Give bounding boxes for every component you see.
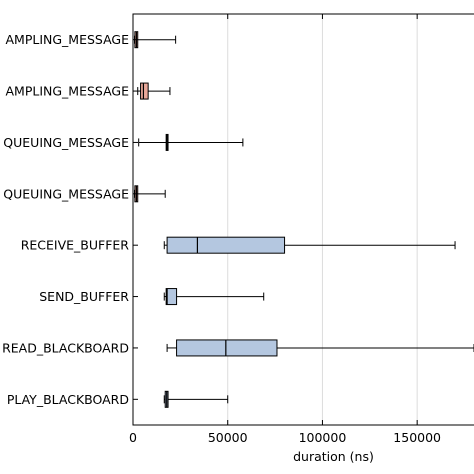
box (176, 339, 278, 357)
y-axis: AMPLING_MESSAGE AMPLING_MESSAGE QUEUING_ME… (2, 32, 138, 407)
y-tick-label: SEND_BUFFER (39, 289, 129, 304)
x-tick-label: 0 (129, 430, 137, 445)
box (166, 236, 286, 254)
y-tick-label: PLAY_BLACKBOARD (7, 392, 129, 407)
y-tick-label: QUEUING_MESSAGE (3, 135, 129, 150)
x-axis: 0 50000 100000 150000 (129, 14, 441, 445)
y-tick-label: AMPLING_MESSAGE (5, 32, 129, 47)
x-tick-label: 50000 (208, 430, 248, 445)
x-tick-label: 100000 (299, 430, 347, 445)
plot-frame (132, 13, 474, 426)
x-axis-title: duration (ns) (293, 449, 374, 464)
box-layer (134, 31, 474, 408)
y-tick-label: READ_BLACKBOARD (2, 340, 129, 355)
y-tick-label: QUEUING_MESSAGE (3, 186, 129, 201)
grid-lines (227, 14, 418, 425)
box (140, 82, 149, 100)
x-tick-label: 150000 (393, 430, 441, 445)
y-tick-label: AMPLING_MESSAGE (5, 84, 129, 99)
y-tick-label: RECEIVE_BUFFER (21, 238, 130, 253)
box (165, 288, 178, 306)
